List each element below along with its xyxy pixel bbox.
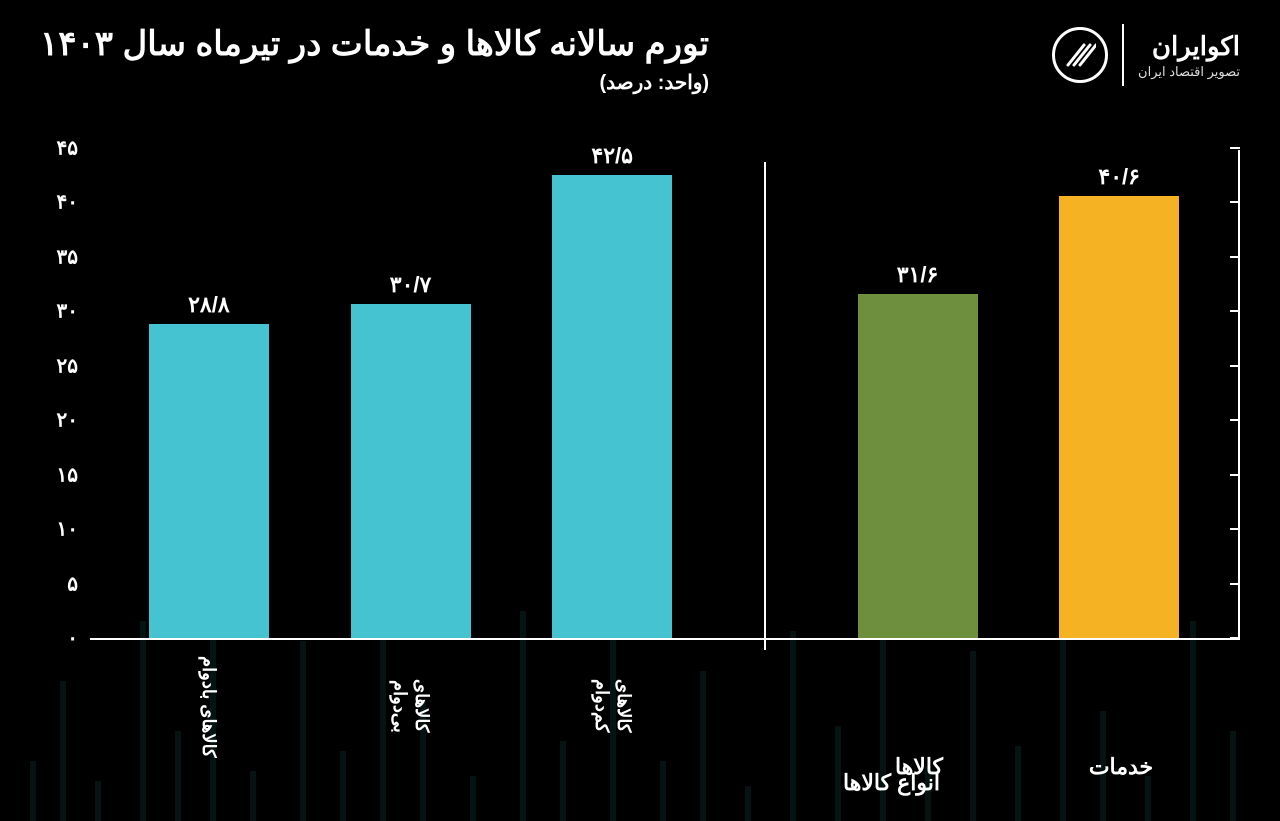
bar-value-label: ۳۱/۶ bbox=[897, 262, 939, 288]
y-tick-label: ۳۰ bbox=[57, 299, 78, 324]
brand-logo-icon bbox=[1052, 27, 1108, 83]
plot-area: ۲۸/۸۳۰/۷۴۲/۵۳۱/۶۴۰/۶ ۰۵۱۰۱۵۲۰۲۵۳۰۳۵۴۰۴۵ bbox=[90, 150, 1240, 640]
header: اکوایران تصویر اقتصاد ایران تورم سالانه … bbox=[40, 24, 1240, 95]
bar-value-label: ۴۰/۶ bbox=[1098, 164, 1140, 190]
bar-rect bbox=[1059, 196, 1179, 638]
y-tick-label: ۳۵ bbox=[57, 244, 78, 269]
y-tick-label: ۰ bbox=[67, 626, 78, 651]
bar-services: ۴۰/۶ bbox=[1059, 164, 1179, 638]
y-tick-label: ۲۰ bbox=[57, 408, 78, 433]
bar-chart: ۲۸/۸۳۰/۷۴۲/۵۳۱/۶۴۰/۶ ۰۵۱۰۱۵۲۰۲۵۳۰۳۵۴۰۴۵ … bbox=[90, 150, 1240, 751]
brand: اکوایران تصویر اقتصاد ایران bbox=[1044, 24, 1240, 86]
bar-nondurable: ۳۰/۷ bbox=[351, 272, 471, 638]
bar-rect bbox=[351, 304, 471, 638]
brand-name: اکوایران bbox=[1138, 31, 1240, 62]
bar-value-label: ۳۰/۷ bbox=[390, 272, 432, 298]
y-tick-label: ۲۵ bbox=[57, 353, 78, 378]
y-tick-label: ۴۵ bbox=[57, 136, 78, 161]
bar-value-label: ۴۲/۵ bbox=[591, 143, 633, 169]
bar-value-label: ۲۸/۸ bbox=[188, 292, 230, 318]
y-tick-label: ۵ bbox=[67, 571, 78, 596]
y-tick-label: ۴۰ bbox=[57, 190, 78, 215]
bar-lowdurable: ۴۲/۵ bbox=[552, 143, 672, 638]
bar-goods: ۳۱/۶ bbox=[858, 262, 978, 638]
bar-rect bbox=[858, 294, 978, 638]
x-label-services: خدمات bbox=[1061, 648, 1181, 780]
bars-container: ۲۸/۸۳۰/۷۴۲/۵۳۱/۶۴۰/۶ bbox=[90, 150, 1238, 638]
y-tick-label: ۱۵ bbox=[57, 462, 78, 487]
bar-rect bbox=[149, 324, 269, 638]
bar-durable: ۲۸/۸ bbox=[149, 292, 269, 638]
x-label-lowdurable: کالاهای کم‌دوام bbox=[553, 648, 673, 758]
y-tick-label: ۱۰ bbox=[57, 517, 78, 542]
x-label-durable: کالاهای بادوام bbox=[149, 648, 269, 758]
group-divider bbox=[764, 162, 766, 650]
x-label-nondurable: کالاهای بی‌دوام bbox=[351, 648, 471, 758]
group-label-types: انواع کالاها bbox=[843, 770, 940, 796]
bar-rect bbox=[552, 175, 672, 638]
chart-title: تورم سالانه کالاها و خدمات در تیرماه سال… bbox=[40, 24, 709, 64]
x-label-goods: کالاها bbox=[859, 648, 979, 780]
brand-tagline: تصویر اقتصاد ایران bbox=[1138, 64, 1240, 80]
chart-subtitle: (واحد: درصد) bbox=[40, 70, 709, 95]
x-axis-labels: کالاهای بادوام کالاهای بی‌دوام کالاهای کم‌… bbox=[90, 648, 1240, 780]
brand-separator bbox=[1122, 24, 1124, 86]
